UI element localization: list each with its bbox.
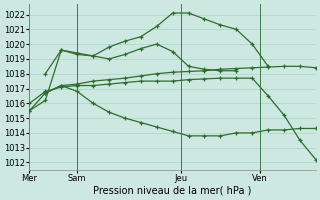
X-axis label: Pression niveau de la mer( hPa ): Pression niveau de la mer( hPa )	[93, 186, 252, 196]
